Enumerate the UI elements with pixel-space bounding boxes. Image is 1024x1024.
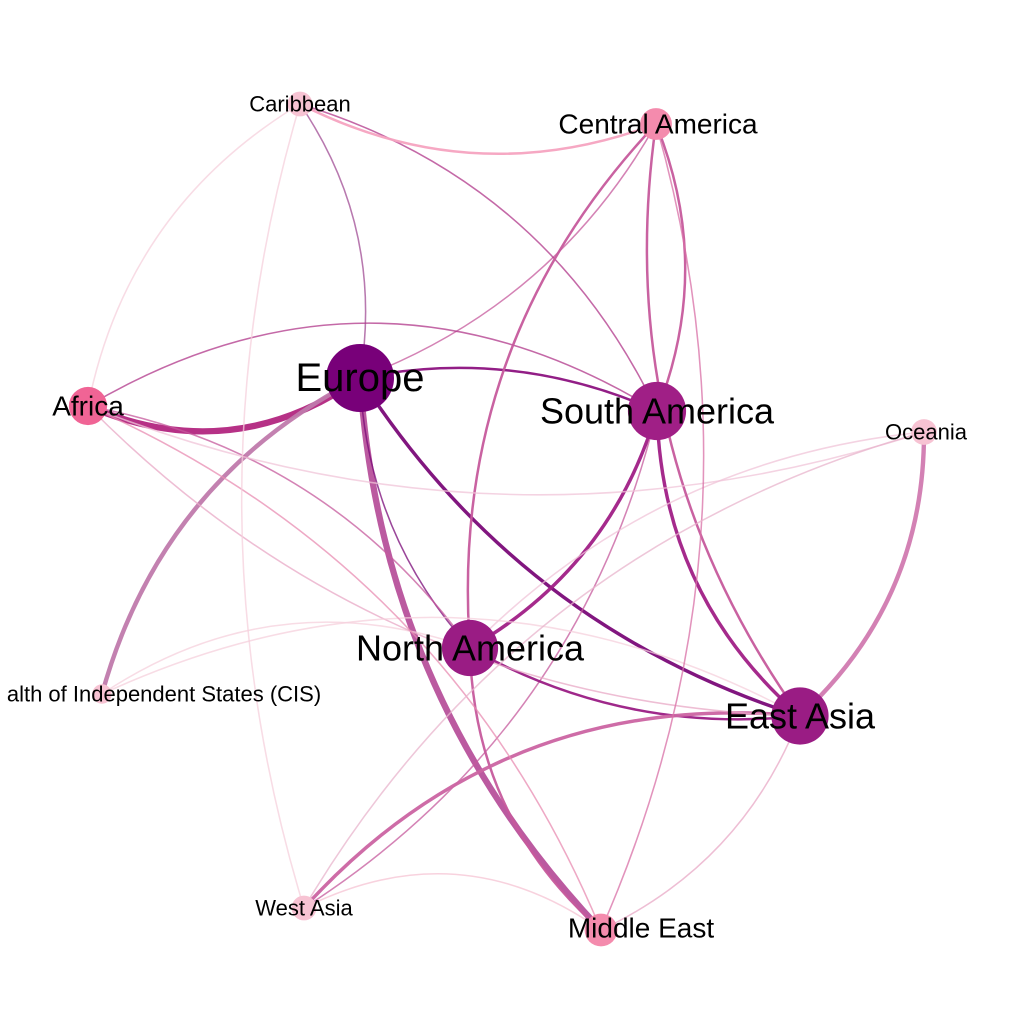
edge-africa-oceania bbox=[87, 405, 925, 496]
edge-europe-south-america bbox=[358, 366, 659, 413]
edge-oceania-west-asia bbox=[303, 431, 925, 909]
node-caribbean[interactable] bbox=[287, 91, 313, 117]
edge-africa-caribbean bbox=[87, 103, 301, 407]
node-europe[interactable] bbox=[326, 344, 394, 412]
node-label-africa: Africa bbox=[52, 391, 124, 422]
edge-east-asia-middle-east bbox=[600, 715, 801, 931]
edge-south-america-north-america bbox=[468, 409, 659, 650]
edge-north-america-middle-east bbox=[468, 646, 603, 932]
node-africa[interactable] bbox=[68, 386, 108, 426]
node-label-oceania: Oceania bbox=[885, 420, 968, 445]
node-east-asia[interactable] bbox=[771, 687, 829, 745]
edge-north-america-africa bbox=[87, 405, 471, 649]
edges-layer bbox=[84, 102, 927, 934]
edge-caribbean-west-asia bbox=[240, 103, 305, 909]
edge-caribbean-central-america bbox=[298, 102, 658, 156]
node-central-america[interactable] bbox=[640, 108, 672, 140]
node-label-west-asia: West Asia bbox=[255, 896, 353, 921]
node-label-middle-east: Middle East bbox=[568, 913, 715, 944]
edge-middle-east-west-asia bbox=[303, 873, 602, 931]
edge-east-asia-africa bbox=[87, 405, 801, 717]
edge-europe-central-america bbox=[359, 123, 657, 379]
node-cis[interactable] bbox=[92, 684, 112, 704]
edge-north-america-central-america bbox=[466, 122, 658, 650]
edge-south-america-central-america bbox=[654, 122, 687, 413]
edge-north-america-cis bbox=[101, 621, 471, 695]
nodes-layer bbox=[68, 91, 937, 947]
edge-east-asia-west-asia bbox=[302, 711, 802, 910]
edge-south-america-caribbean bbox=[299, 103, 658, 412]
edge-east-asia-oceania bbox=[797, 429, 927, 719]
node-label-europe: Europe bbox=[296, 356, 425, 400]
edge-north-america-oceania bbox=[469, 431, 925, 649]
edge-africa-middle-east bbox=[87, 405, 602, 931]
node-west-asia[interactable] bbox=[291, 895, 317, 921]
edge-south-america-africa bbox=[87, 322, 658, 412]
node-south-america[interactable] bbox=[627, 381, 687, 441]
node-north-america[interactable] bbox=[441, 619, 499, 677]
edge-europe-east-asia bbox=[358, 376, 802, 718]
node-label-cis: alth of Independent States (CIS) bbox=[7, 682, 321, 707]
node-label-east-asia: East Asia bbox=[725, 696, 876, 737]
node-oceania[interactable] bbox=[911, 419, 937, 445]
edge-europe-caribbean bbox=[299, 103, 367, 379]
edge-east-asia-cis bbox=[101, 616, 801, 717]
labels-layer: Europe South America North America East Asi… bbox=[7, 92, 968, 944]
edge-south-america-east-asia bbox=[655, 409, 802, 718]
node-label-north-america: North America bbox=[356, 628, 585, 669]
edge-central-america-middle-east bbox=[600, 123, 705, 931]
node-label-caribbean: Caribbean bbox=[249, 92, 351, 117]
edge-europe-middle-east bbox=[356, 374, 605, 934]
edge-europe-cis bbox=[99, 375, 363, 697]
node-middle-east[interactable] bbox=[584, 913, 618, 947]
node-label-south-america: South America bbox=[540, 391, 775, 432]
node-label-central-america: Central America bbox=[558, 109, 758, 140]
edge-south-america-west-asia bbox=[303, 410, 658, 909]
